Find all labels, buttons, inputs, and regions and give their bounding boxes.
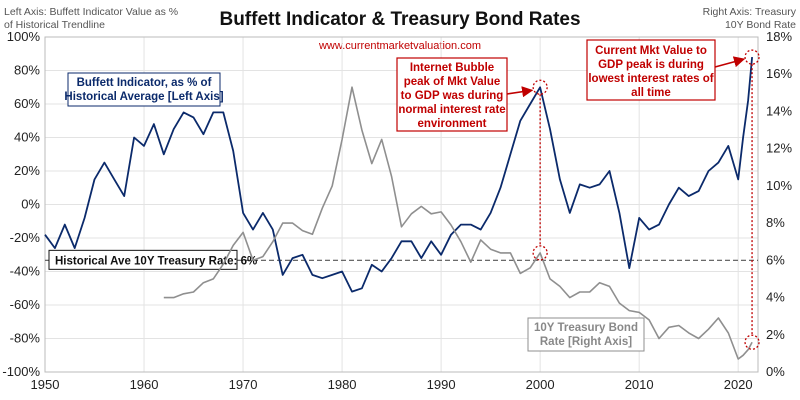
treasury-label-box xyxy=(527,317,645,352)
y-left-tick-label: -60% xyxy=(10,297,41,312)
y-left-tick-label: 100% xyxy=(7,29,41,44)
current-annotation-text: GDP peak is during xyxy=(598,59,704,71)
series-group xyxy=(44,57,753,360)
x-tick-label: 2020 xyxy=(724,377,753,392)
x-tick-label: 2000 xyxy=(526,377,555,392)
buffett-label-box xyxy=(67,72,221,107)
current-annotation-text: Current Mkt Value to xyxy=(595,45,707,57)
bubble-annotation-text: Internet Bubble xyxy=(410,62,494,74)
bubble-annotation-text: normal interest rate xyxy=(398,104,505,116)
y-right-tick-label: 14% xyxy=(766,103,792,118)
bubble-annotation-text: environment xyxy=(417,118,486,130)
right-axis-caption-line1: Right Axis: Treasury xyxy=(703,6,797,18)
source-url: www.currentmarketvaluation.com xyxy=(318,40,481,52)
axes: 100%80%60%40%20%0%-20%-40%-60%-80%-100%1… xyxy=(2,29,792,392)
y-left-tick-label: 20% xyxy=(14,163,40,178)
bubble-arrow xyxy=(506,86,534,98)
y-left-tick-label: 40% xyxy=(14,130,40,145)
y-right-tick-label: 4% xyxy=(766,290,785,305)
y-right-tick-label: 8% xyxy=(766,215,785,230)
y-right-tick-label: 18% xyxy=(766,29,792,44)
current-marker xyxy=(744,334,760,350)
reference-line-label-box xyxy=(48,249,238,270)
current-annotation-text: all time xyxy=(631,87,671,99)
y-right-tick-label: 6% xyxy=(766,252,785,267)
peak-marker xyxy=(532,245,548,261)
y-left-tick-label: 60% xyxy=(14,96,40,111)
y-left-tick-label: 80% xyxy=(14,63,40,78)
treasury-label-text: 10Y Treasury Bond xyxy=(534,322,638,334)
left-axis-caption-line2: of Historical Trendline xyxy=(4,19,105,31)
left-axis-caption-line1: Left Axis: Buffett Indicator Value as % xyxy=(4,6,178,18)
y-right-tick-label: 16% xyxy=(766,66,792,81)
bubble-annotation-text: peak of Mkt Value xyxy=(404,76,501,88)
current-annotation-text: lowest interest rates of xyxy=(588,73,713,85)
buffett-label-text: Historical Average [Left Axis] xyxy=(64,91,223,103)
plot-frame xyxy=(44,36,759,373)
bubble-annotation-box xyxy=(396,57,508,132)
buffett-indicator-line xyxy=(44,57,753,293)
reference-line-group: Historical Ave 10Y Treasury Rate: 6% xyxy=(45,249,758,270)
y-left-tick-label: -100% xyxy=(2,364,40,379)
annotations: Buffett Indicator, as % of Historical Ave… xyxy=(64,39,760,352)
y-right-tick-label: 2% xyxy=(766,327,785,342)
x-tick-label: 1960 xyxy=(130,377,159,392)
right-axis-caption-line2: 10Y Bond Rate xyxy=(725,19,796,31)
x-tick-label: 1950 xyxy=(31,377,60,392)
reference-line-label: Historical Ave 10Y Treasury Rate: 6% xyxy=(55,255,257,267)
x-tick-label: 2010 xyxy=(625,377,654,392)
x-tick-label: 1980 xyxy=(328,377,357,392)
y-left-tick-label: -80% xyxy=(10,331,41,346)
current-arrow xyxy=(714,56,746,68)
y-right-tick-label: 12% xyxy=(766,141,792,156)
y-right-tick-label: 10% xyxy=(766,178,792,193)
y-right-tick-label: 0% xyxy=(766,364,785,379)
y-left-tick-label: -20% xyxy=(10,230,41,245)
chart-title: Buffett Indicator & Treasury Bond Rates xyxy=(219,9,580,30)
y-left-tick-label: -40% xyxy=(10,264,41,279)
x-tick-label: 1970 xyxy=(229,377,258,392)
bubble-annotation-text: to GDP was during xyxy=(401,90,504,102)
x-tick-label: 1990 xyxy=(427,377,456,392)
treasury-label-text: Rate [Right Axis] xyxy=(540,336,632,348)
buffett-label-text: Buffett Indicator, as % of xyxy=(77,77,212,89)
y-left-tick-label: 0% xyxy=(21,197,40,212)
current-annotation-box xyxy=(586,39,716,101)
treasury-rate-line xyxy=(163,86,753,360)
